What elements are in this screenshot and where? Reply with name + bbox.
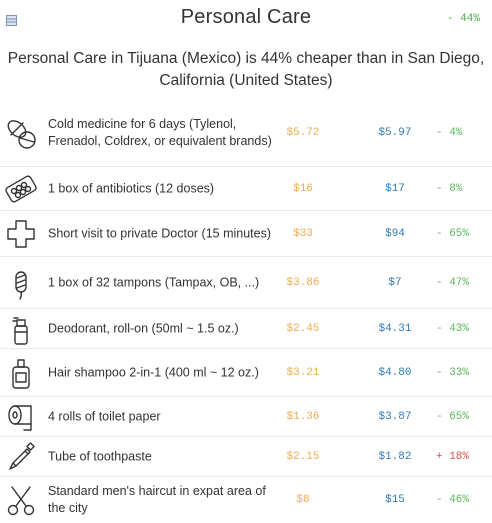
table-row: Short visit to private Doctor (15 minute… [0,210,492,257]
item-name: Deodorant, roll-on (50ml ~ 1.5 oz.) [48,321,239,336]
table-row: 1 box of 32 tampons (Tampax, OB, ...) $3.… [0,256,492,309]
blister-pack-icon [4,172,38,206]
deodorant-icon [4,312,38,346]
price-difference: - 47% [436,277,470,289]
price-san-diego: $94 [385,228,405,240]
table-row: Tube of toothpaste $2.15 $1.82 + 18% [0,436,492,477]
price-difference: - 43% [436,323,470,335]
price-difference: - 33% [436,367,470,379]
toothpaste-icon [4,440,38,474]
section-price-difference: - 44% [446,13,480,25]
price-difference: + 18% [436,451,470,463]
price-tijuana: $2.45 [286,323,320,335]
item-name: Hair shampoo 2-in-1 (400 ml ~ 12 oz.) [48,365,259,380]
item-name: Short visit to private Doctor (15 minute… [48,226,271,241]
item-name: 4 rolls of toilet paper [48,409,161,424]
price-tijuana: $3.21 [286,367,320,379]
table-row: Hair shampoo 2-in-1 (400 ml ~ 12 oz.) $3.… [0,348,492,397]
section-header: Personal Care - 44% [0,0,492,38]
price-san-diego: $7 [388,277,402,289]
item-name: Standard men's haircut in expat area of … [48,484,266,515]
table-icon[interactable] [6,15,17,26]
price-difference: - 4% [436,127,463,139]
shampoo-bottle-icon [4,356,38,390]
table-row: Standard men's haircut in expat area of … [0,476,492,523]
section-title: Personal Care [180,6,312,28]
table-row: Cold medicine for 6 days (Tylenol, Frena… [0,100,492,166]
item-name: Cold medicine for 6 days (Tylenol, Frena… [48,117,272,148]
price-difference: - 65% [436,411,470,423]
comparison-summary: Personal Care in Tijuana (Mexico) is 44%… [7,50,485,89]
price-san-diego: $17 [385,183,405,195]
tampon-icon [4,266,38,300]
price-san-diego: $1.82 [378,451,412,463]
item-name: 1 box of antibiotics (12 doses) [48,181,215,196]
medical-cross-icon [4,217,38,251]
pills-icon [4,116,38,150]
price-tijuana: $33 [293,228,313,240]
price-tijuana: $2.15 [286,451,320,463]
item-name: 1 box of 32 tampons (Tampax, OB, ...) [48,275,260,290]
price-san-diego: $5.97 [378,127,412,139]
table-row: 1 box of antibiotics (12 doses) $16 $17 - 8… [0,166,492,211]
price-san-diego: $15 [385,494,405,506]
price-tijuana: $3.86 [286,277,320,289]
price-san-diego: $4.80 [378,367,412,379]
price-difference: - 46% [436,494,470,506]
price-difference: - 8% [436,183,463,195]
item-name: Tube of toothpaste [48,449,152,464]
price-difference: - 65% [436,228,470,240]
price-tijuana: $5.72 [286,127,320,139]
price-tijuana: $16 [293,183,313,195]
toilet-paper-icon [4,400,38,434]
price-san-diego: $3.87 [378,411,412,423]
price-san-diego: $4.31 [378,323,412,335]
table-row: 4 rolls of toilet paper $1.36 $3.87 - 65% [0,396,492,437]
scissors-icon [4,483,38,517]
price-tijuana: $8 [296,494,310,506]
table-row: Deodorant, roll-on (50ml ~ 1.5 oz.) $2.45… [0,308,492,349]
price-tijuana: $1.36 [286,411,320,423]
